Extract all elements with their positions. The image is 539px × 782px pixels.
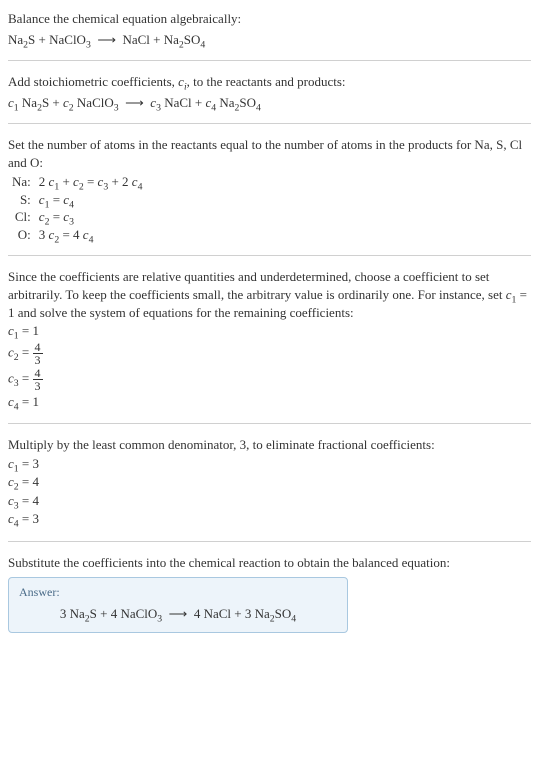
divider (8, 255, 531, 256)
element-label: S: (8, 191, 35, 209)
species: Na (216, 95, 234, 110)
eqn-sub: 3 (86, 39, 91, 50)
species: NaCl + (161, 95, 206, 110)
eq-val: = (19, 344, 33, 359)
num: 2 (39, 174, 49, 189)
num: 3 (39, 227, 49, 242)
op: = (84, 174, 98, 189)
section-solve: Since the coefficients are relative quan… (8, 264, 531, 415)
reaction-arrow-icon: ⟶ (169, 606, 188, 621)
balance-eqn: c2 = c3 (35, 208, 147, 226)
unbalanced-equation: Na2S + NaClO3 ⟶ NaCl + Na2SO4 (8, 31, 531, 49)
atom-balance-text: Set the number of atoms in the reactants… (8, 136, 531, 171)
table-row: O: 3 c2 = 4 c4 (8, 226, 146, 244)
substitute-text: Substitute the coefficients into the che… (8, 554, 531, 572)
op: + 2 (108, 174, 132, 189)
species-sub: 3 (114, 102, 119, 113)
intro-text: Balance the chemical equation algebraica… (8, 10, 531, 28)
species: S + (42, 95, 63, 110)
text-part: Since the coefficients are relative quan… (8, 269, 506, 302)
eq-val: = 1 (19, 323, 39, 338)
lcd-text: Multiply by the least common denominator… (8, 436, 531, 454)
eq-val: = (19, 370, 33, 385)
reaction-arrow-icon: ⟶ (125, 95, 144, 110)
fraction: 43 (33, 367, 43, 392)
species: Na (19, 95, 37, 110)
element-label: O: (8, 226, 35, 244)
coeff-value-line: c2 = 4 (8, 473, 531, 491)
balance-eqn: 2 c1 + c2 = c3 + 2 c4 (35, 173, 147, 191)
op: + (59, 174, 73, 189)
coeff-value-line: c2 = 43 (8, 341, 531, 366)
section-substitute: Substitute the coefficients into the che… (8, 550, 531, 637)
section-atom-balance: Set the number of atoms in the reactants… (8, 132, 531, 247)
divider (8, 541, 531, 542)
table-row: Na: 2 c1 + c2 = c3 + 2 c4 (8, 173, 146, 191)
species: NaClO (74, 95, 114, 110)
op: = (49, 209, 63, 224)
eqn-sub: 4 (200, 39, 205, 50)
coeff-equation: c1 Na2S + c2 NaClO3 ⟶ c3 NaCl + c4 Na2SO… (8, 94, 531, 112)
eqn-part: S + NaClO (28, 32, 86, 47)
section-balance-intro: Balance the chemical equation algebraica… (8, 6, 531, 52)
op: = (49, 192, 63, 207)
eq-val: = 3 (19, 511, 39, 526)
element-label: Cl: (8, 208, 35, 226)
element-label: Na: (8, 173, 35, 191)
coeff-value-line: c1 = 1 (8, 322, 531, 340)
eqn-part: NaCl + Na (122, 32, 178, 47)
eqn-part: Na (8, 32, 23, 47)
coeff-sub: 4 (138, 182, 143, 193)
answer-label: Answer: (19, 584, 337, 600)
eq-val: = 3 (19, 456, 39, 471)
balanced-equation: 3 Na2S + 4 NaClO3 ⟶ 4 NaCl + 3 Na2SO4 (19, 605, 337, 623)
species: SO (239, 95, 256, 110)
coeff-value-line: c1 = 3 (8, 455, 531, 473)
atom-balance-table: Na: 2 c1 + c2 = c3 + 2 c4 S: c1 = c4 Cl:… (8, 173, 146, 243)
table-row: Cl: c2 = c3 (8, 208, 146, 226)
fraction: 43 (33, 341, 43, 366)
section-lcd: Multiply by the least common denominator… (8, 432, 531, 533)
eqn-part: SO (184, 32, 201, 47)
coeff-value-line: c4 = 3 (8, 510, 531, 528)
eqn-sub: 4 (291, 613, 296, 624)
reaction-arrow-icon: ⟶ (97, 32, 116, 47)
eq-val: = 4 (19, 474, 39, 489)
frac-num: 4 (33, 341, 43, 354)
species-sub: 4 (256, 102, 261, 113)
balance-eqn: 3 c2 = 4 c4 (35, 226, 147, 244)
coeff-value-line: c3 = 43 (8, 367, 531, 392)
eqn-part: S + 4 NaClO (90, 606, 158, 621)
eq-val: = 1 (19, 394, 39, 409)
eq-val: = 4 (19, 493, 39, 508)
frac-den: 3 (33, 380, 43, 392)
text-part: , to the reactants and products: (187, 74, 346, 89)
add-coeff-text: Add stoichiometric coefficients, ci, to … (8, 73, 531, 91)
answer-box: Answer: 3 Na2S + 4 NaClO3 ⟶ 4 NaCl + 3 N… (8, 577, 348, 633)
op: = 4 (59, 227, 83, 242)
eqn-sub: 3 (157, 613, 162, 624)
eqn-part: 4 NaCl + 3 Na (194, 606, 270, 621)
frac-num: 4 (33, 367, 43, 380)
coeff-sub: 4 (89, 235, 94, 246)
frac-den: 3 (33, 354, 43, 366)
eqn-part: 3 Na (60, 606, 85, 621)
text-part: Add stoichiometric coefficients, (8, 74, 178, 89)
section-add-coefficients: Add stoichiometric coefficients, ci, to … (8, 69, 531, 115)
divider (8, 123, 531, 124)
table-row: S: c1 = c4 (8, 191, 146, 209)
solve-text: Since the coefficients are relative quan… (8, 268, 531, 321)
balance-eqn: c1 = c4 (35, 191, 147, 209)
divider (8, 423, 531, 424)
divider (8, 60, 531, 61)
coeff-value-line: c4 = 1 (8, 393, 531, 411)
eqn-part: SO (275, 606, 292, 621)
coeff-value-line: c3 = 4 (8, 492, 531, 510)
